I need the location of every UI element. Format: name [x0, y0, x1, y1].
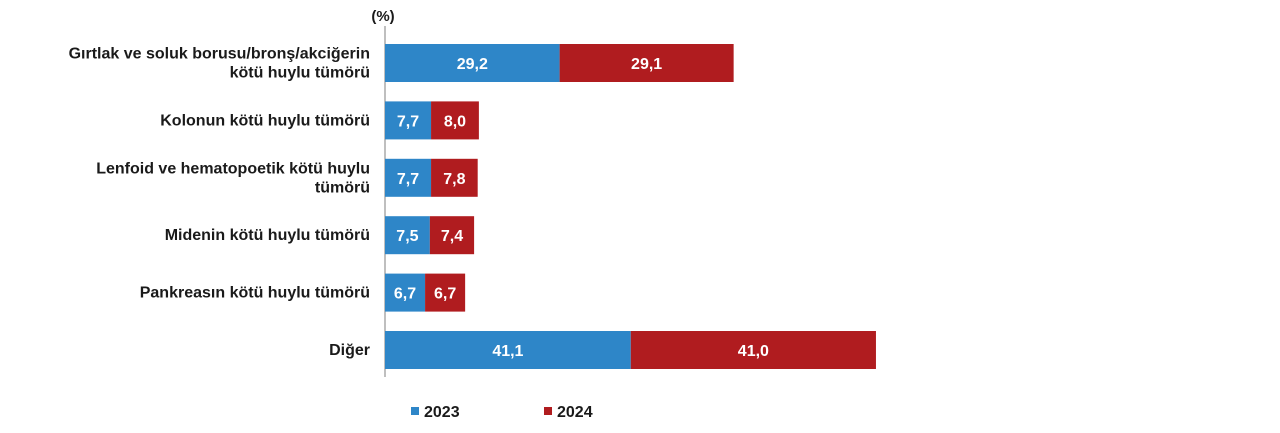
legend-label-2024: 2024: [557, 404, 593, 421]
bar-value-label: 7,5: [396, 228, 418, 245]
bar-2024: [429, 216, 475, 255]
bar-2024: [630, 331, 876, 369]
category-label-line: kötü huylu tümörü: [230, 65, 370, 82]
bar-value-label: 7,8: [443, 171, 465, 188]
legend-label-2023: 2023: [424, 404, 460, 421]
category-label-line: Gırtlak ve soluk borusu/bronş/akciğerin: [69, 46, 370, 63]
bars: 29,2 29,1 7,7 8,0 7,7 7,8 7,5 7,4 6,7 6,7 41,1 41,0: [385, 44, 876, 369]
bar-2024: [431, 101, 479, 140]
bar-2024: [431, 158, 478, 197]
bar-2023: [385, 216, 430, 255]
category-label: Lenfoid ve hematopoetik kötü huylu tümörü: [96, 160, 370, 196]
category-label-line: Lenfoid ve hematopoetik kötü huylu: [96, 160, 370, 177]
category-labels: Gırtlak ve soluk borusu/bronş/akciğerin k…: [69, 46, 370, 360]
category-label: Midenin kötü huylu tümörü: [165, 227, 370, 244]
bar-value-label: 29,1: [631, 56, 662, 73]
legend: 2023 2024: [411, 404, 593, 421]
bar-2024: [425, 273, 466, 312]
bar-2023: [385, 158, 432, 197]
bar-value-label: 29,2: [457, 56, 488, 73]
bar-value-label: 6,7: [394, 286, 416, 303]
bar-value-label: 7,4: [441, 228, 463, 245]
bar-value-label: 7,7: [397, 171, 419, 188]
unit-label: (%): [371, 8, 394, 25]
category-label: Gırtlak ve soluk borusu/bronş/akciğerin k…: [69, 46, 370, 82]
bar-value-label: 6,7: [434, 286, 456, 303]
category-label-line: tümörü: [315, 179, 370, 196]
legend-swatch-2023: [411, 407, 419, 415]
bar-value-label: 8,0: [444, 113, 466, 130]
category-label: Pankreasın kötü huylu tümörü: [140, 285, 370, 302]
bar-value-label: 41,0: [738, 343, 769, 360]
bar-value-label: 41,1: [492, 343, 523, 360]
bar-2023: [385, 331, 631, 369]
bar-2023: [385, 101, 432, 140]
legend-swatch-2024: [544, 407, 552, 415]
bar-2023: [385, 273, 426, 312]
category-label-line: Kolonun kötü huylu tümörü: [160, 112, 370, 129]
bar-value-label: 7,7: [397, 113, 419, 130]
bar-2024: [559, 44, 734, 82]
category-label-line: Midenin kötü huylu tümörü: [165, 227, 370, 244]
category-label-line: Pankreasın kötü huylu tümörü: [140, 285, 370, 302]
category-label-line: Diğer: [329, 342, 370, 359]
category-label: Kolonun kötü huylu tümörü: [160, 112, 370, 129]
bar-2023: [385, 44, 560, 82]
category-label: Diğer: [329, 342, 370, 359]
